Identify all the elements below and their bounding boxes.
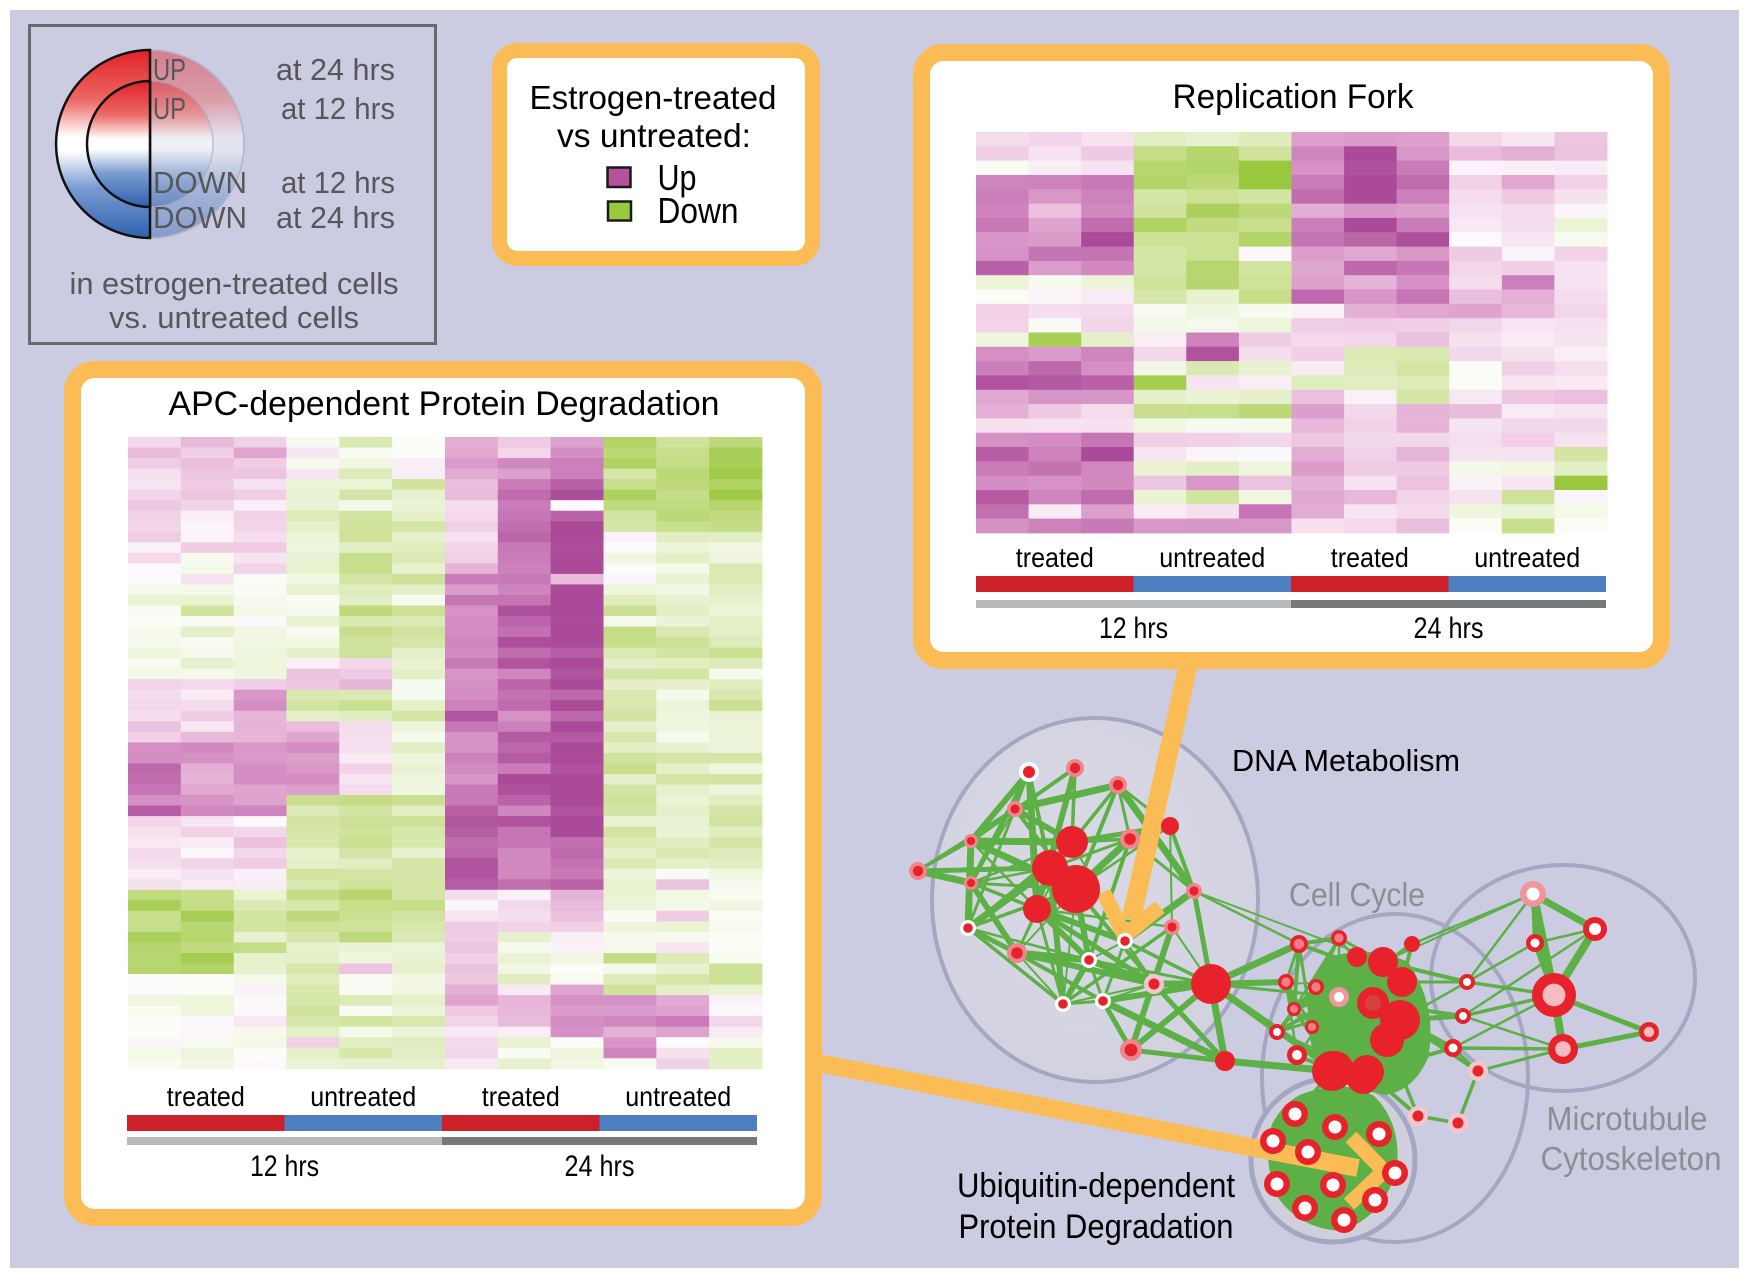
svg-text:24 hrs: 24 hrs [1414,612,1484,645]
svg-text:vs untreated:: vs untreated: [557,117,751,154]
svg-text:Cell Cycle: Cell Cycle [1289,876,1425,913]
svg-text:treated: treated [167,1081,245,1112]
svg-text:12 hrs: 12 hrs [250,1150,319,1183]
svg-text:Cytoskeleton: Cytoskeleton [1541,1140,1722,1177]
svg-text:UP: UP [153,91,186,126]
svg-text:at 12 hrs: at 12 hrs [281,91,395,126]
svg-text:untreated: untreated [625,1081,731,1112]
svg-text:DNA Metabolism: DNA Metabolism [1232,743,1460,778]
svg-text:Replication Fork: Replication Fork [1173,78,1415,116]
svg-text:Ubiquitin-dependent: Ubiquitin-dependent [957,1167,1236,1205]
svg-text:untreated: untreated [1474,542,1580,573]
svg-text:treated: treated [1016,542,1094,573]
svg-text:treated: treated [1331,542,1409,573]
svg-text:Estrogen-treated: Estrogen-treated [530,79,777,116]
svg-text:APC-dependent Protein Degradat: APC-dependent Protein Degradation [169,385,720,423]
svg-text:Up: Up [658,157,697,198]
svg-text:vs. untreated cells: vs. untreated cells [109,300,359,335]
svg-text:untreated: untreated [310,1081,416,1112]
svg-text:24 hrs: 24 hrs [565,1150,635,1183]
svg-text:at 12 hrs: at 12 hrs [281,165,395,200]
svg-text:treated: treated [482,1081,560,1112]
svg-text:Down: Down [658,190,739,231]
svg-text:12 hrs: 12 hrs [1099,612,1168,645]
svg-text:Protein Degradation: Protein Degradation [959,1208,1234,1246]
svg-text:Microtubule: Microtubule [1547,1100,1708,1137]
svg-text:untreated: untreated [1159,542,1265,573]
svg-text:DOWN: DOWN [153,200,247,235]
svg-text:at 24 hrs: at 24 hrs [276,52,395,87]
svg-text:at 24 hrs: at 24 hrs [276,200,395,235]
svg-text:UP: UP [153,52,186,87]
svg-text:in estrogen-treated cells: in estrogen-treated cells [70,266,399,301]
svg-text:DOWN: DOWN [153,165,247,200]
